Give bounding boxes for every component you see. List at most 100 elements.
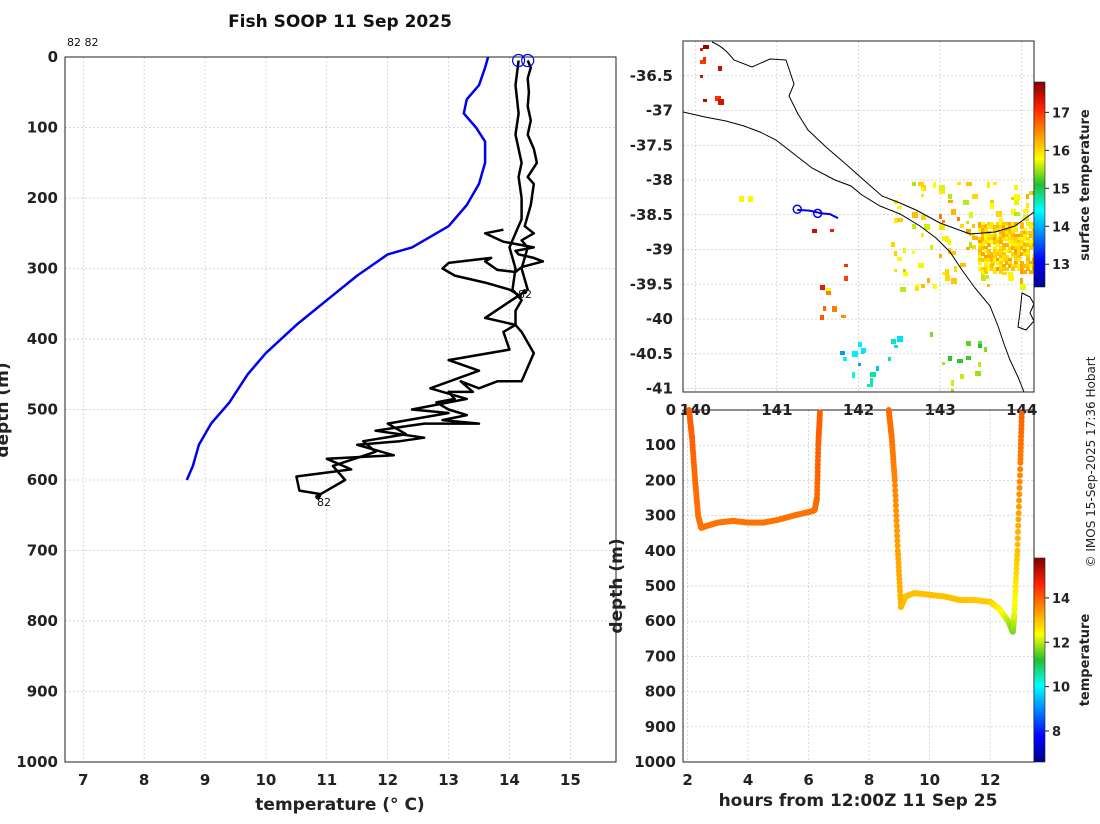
glider-x-tick-label: 4 (743, 771, 753, 789)
map-sst-pixel (978, 222, 982, 226)
map-sst-pixel (870, 378, 873, 384)
glider-point (893, 512, 900, 519)
map-sst-pixel (823, 306, 826, 311)
map-sst-pixel (1014, 264, 1018, 268)
map-sst-pixel (1032, 258, 1034, 262)
map-sst-pixel (996, 258, 1000, 262)
map-sst-pixel (1020, 284, 1026, 290)
map-sst-pixel (978, 249, 982, 253)
map-sst-pixel (1005, 258, 1009, 262)
glider-gridlines (683, 409, 1034, 763)
map-sst-pixel (852, 351, 858, 357)
map-sst-pixel (715, 96, 721, 101)
map-lat-tick-label: -41 (646, 380, 673, 398)
map-sst-pixel (903, 248, 906, 253)
map-sst-pixel (966, 229, 971, 234)
map-sst-pixel (1020, 231, 1024, 235)
map-sst-pixel (984, 264, 988, 268)
map-sst-pixel (903, 269, 906, 274)
glider-y-tick-label: 500 (645, 577, 676, 595)
map-sst-pixel (981, 222, 985, 226)
map-sst-pixel (1011, 197, 1014, 200)
map-sst-pixel (1020, 278, 1023, 284)
map-sst-pixel (954, 266, 957, 272)
map-sst-pixel (981, 243, 985, 247)
map-sst-pixel (981, 228, 985, 232)
map-sst-pixel (894, 251, 897, 256)
map-lat-tick-label: -37.5 (630, 136, 673, 154)
map-sst-pixel (996, 243, 1000, 247)
glider-point (1015, 522, 1022, 529)
profile-x-tick-label: 11 (316, 771, 337, 789)
profile-end-marker (522, 289, 528, 295)
map-sst-pixel (981, 246, 985, 250)
map-sst-pixel (942, 362, 945, 365)
map-sst-pixel (993, 182, 997, 185)
map-sst-pixel (1011, 234, 1015, 238)
map-sst-pixel (1002, 228, 1006, 232)
map-sst-pixel (1014, 261, 1018, 265)
map-track-marker (812, 208, 823, 219)
map-sst-pixel (978, 240, 982, 244)
profile-line-cast_down (295, 60, 536, 501)
map-sst-pixel (978, 252, 982, 256)
map-sst-pixel (996, 211, 1002, 217)
map-sst-pixel (981, 225, 985, 229)
map-sst-pixel (984, 347, 987, 352)
glider-y-tick-label: 400 (645, 542, 676, 560)
map-sst-pixel (999, 261, 1003, 265)
map-sst-pixel (1017, 246, 1021, 250)
map-sst-pixel (912, 224, 916, 229)
map-sst-pixel (1002, 237, 1006, 241)
glider-y-tick-label: 900 (645, 718, 676, 736)
map-lat-tick-label: -39 (646, 241, 673, 259)
glider-x-tick-label: 2 (682, 771, 692, 789)
glider-point (1017, 472, 1023, 479)
map-sst-pixel (1002, 222, 1006, 226)
glider-y-tick-label: 700 (645, 647, 676, 665)
map-sst-pixel (1014, 237, 1018, 241)
map-sst-pixel (1014, 249, 1018, 253)
glider-x-tick-label: 6 (803, 771, 813, 789)
map-sst-pixel (1029, 225, 1033, 229)
map-sst-pixel (957, 182, 961, 185)
map-sst-pixel (840, 351, 845, 355)
map-sst-pixel (993, 237, 997, 241)
map-sst-pixel (993, 225, 997, 229)
map-sst-pixel (894, 345, 898, 348)
map-sst-pixel (996, 249, 1000, 253)
glider-point (1013, 565, 1020, 572)
map-sst-pixel (996, 222, 1000, 226)
map-sst-pixel (1005, 261, 1009, 265)
map-lat-tick-label: -38.5 (630, 206, 673, 224)
map-sst-pixel (1023, 237, 1027, 241)
map-sst-pixel (700, 48, 703, 51)
glider-point (1014, 552, 1021, 559)
map-sst-pixel (876, 366, 879, 371)
map-sst-pixel (1020, 225, 1024, 229)
map-sst-pixel (897, 336, 903, 342)
map-sst-pixel (1002, 231, 1006, 235)
map-sst-pixel (1020, 222, 1024, 226)
map-sst-pixel (1029, 240, 1033, 244)
map-sst-pixel (1023, 246, 1027, 250)
map-sst-pixel (1008, 258, 1012, 262)
map-sst-pixel (1026, 255, 1030, 259)
map-sst-pixel (1002, 225, 1006, 229)
map-sst-pixel (1023, 228, 1027, 232)
glider-point (1016, 491, 1023, 498)
profile-x-tick-label: 10 (255, 771, 276, 789)
map-sst-pixel (951, 251, 956, 255)
map-sst-pixel (957, 217, 960, 221)
map-sst-pixel (951, 389, 954, 392)
map-sst-pixel (978, 344, 982, 348)
map-sst-pixel (990, 255, 994, 259)
map-sst-pixel (921, 188, 924, 191)
map-sst-pixel (978, 243, 982, 247)
map-sst-pixel (951, 380, 954, 386)
glider-point (893, 522, 900, 529)
map-sst-pixel (990, 237, 994, 241)
map-sst-pixel (832, 306, 837, 312)
map-sst-pixel (1017, 249, 1021, 253)
map-sst-pixel (1002, 252, 1006, 256)
